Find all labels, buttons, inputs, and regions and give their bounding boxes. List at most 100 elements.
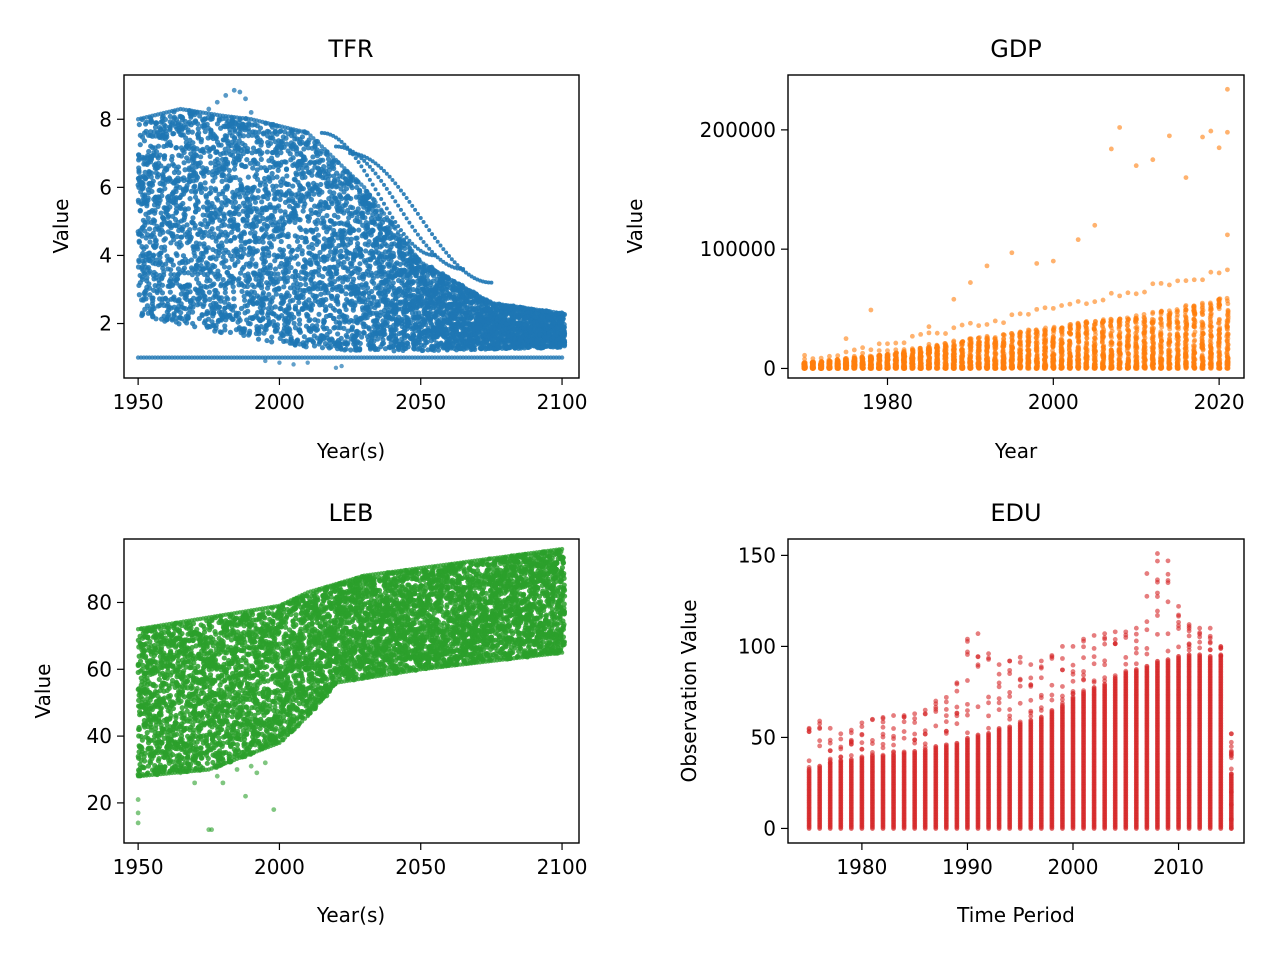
data-point (315, 318, 321, 324)
data-point (325, 156, 332, 162)
data-point (290, 155, 296, 161)
data-point (231, 303, 238, 309)
data-point (306, 297, 312, 303)
data-point (385, 289, 391, 295)
data-point (341, 325, 347, 332)
data-point (148, 174, 154, 180)
data-point (217, 273, 223, 279)
data-point (212, 174, 218, 180)
data-point (339, 207, 345, 213)
data-point (366, 325, 372, 331)
data-point (350, 257, 357, 263)
data-point (418, 297, 424, 304)
data-point (333, 157, 339, 163)
data-point (140, 250, 146, 257)
data-point (197, 241, 203, 247)
data-point (147, 292, 153, 298)
data-point (149, 188, 155, 195)
data-point (186, 230, 193, 237)
data-point (202, 180, 208, 186)
data-point (188, 257, 195, 263)
data-point (195, 206, 202, 212)
data-point (305, 182, 311, 188)
data-point (186, 119, 193, 125)
data-point (293, 172, 300, 178)
data-point (161, 181, 167, 187)
data-point (223, 281, 229, 287)
data-point (302, 239, 308, 245)
data-point (303, 227, 309, 233)
data-point (201, 301, 207, 307)
data-point (241, 332, 247, 338)
data-point (234, 145, 241, 151)
data-point (162, 116, 168, 123)
data-point (344, 207, 351, 214)
data-point (407, 320, 414, 326)
data-point (303, 344, 309, 350)
data-point (142, 169, 148, 175)
data-point (344, 219, 351, 226)
data-point (140, 184, 146, 190)
data-point (316, 264, 322, 270)
data-point (263, 167, 270, 173)
data-point (170, 262, 176, 268)
data-point (382, 292, 389, 299)
data-point (288, 264, 294, 271)
data-point (267, 265, 273, 271)
data-point (353, 176, 358, 182)
data-point (224, 238, 230, 244)
data-point (155, 262, 162, 268)
data-point (146, 250, 153, 256)
data-point (260, 239, 266, 245)
data-point (357, 219, 363, 225)
data-point (369, 288, 375, 295)
data-point (305, 313, 311, 319)
data-point (277, 263, 283, 270)
data-point (258, 165, 264, 171)
data-point (293, 202, 300, 208)
data-point (378, 207, 384, 213)
data-point (341, 259, 347, 265)
data-point (330, 315, 337, 322)
data-point (361, 330, 367, 336)
data-point (294, 337, 301, 343)
data-point (197, 184, 204, 191)
data-point (237, 130, 243, 136)
data-point (222, 146, 228, 152)
data-point (166, 304, 172, 310)
data-point (236, 203, 242, 210)
data-point (283, 191, 289, 198)
data-point (214, 290, 221, 296)
data-point (293, 148, 300, 154)
data-point (195, 246, 201, 252)
data-point (235, 259, 241, 265)
data-point (273, 291, 279, 297)
data-point (321, 317, 327, 323)
data-point (168, 142, 174, 149)
data-point (214, 214, 220, 220)
data-point (274, 174, 280, 180)
data-point (231, 166, 238, 172)
data-point (415, 285, 421, 291)
data-point (291, 208, 297, 214)
data-point (335, 331, 341, 337)
data-point (279, 312, 285, 319)
data-point (253, 263, 259, 269)
data-point (202, 297, 208, 304)
data-point (315, 232, 321, 238)
data-point (213, 238, 219, 244)
data-point (285, 181, 292, 188)
data-point (411, 345, 417, 351)
data-point (198, 189, 205, 195)
data-point (335, 299, 341, 305)
data-point (244, 156, 250, 163)
data-point (249, 150, 255, 156)
data-point (245, 308, 251, 314)
data-point (194, 174, 201, 181)
data-point (349, 324, 356, 330)
data-point (316, 311, 322, 317)
data-point (145, 197, 151, 203)
data-point (420, 347, 426, 353)
data-point (314, 241, 320, 247)
